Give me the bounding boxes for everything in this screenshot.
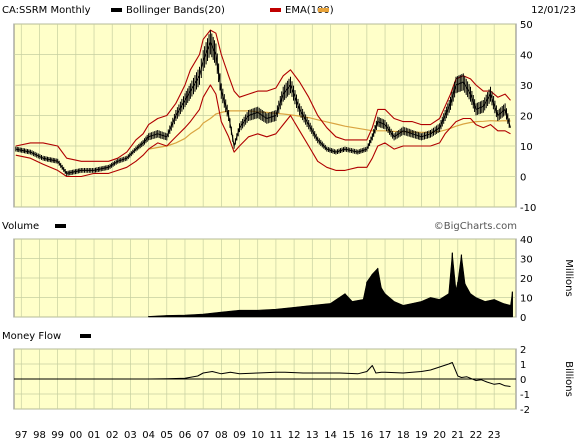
x-tick-label-23: 23	[488, 430, 501, 441]
y-tick-label-0-40: 40	[520, 51, 533, 62]
y-tick-label-2--2: -2	[520, 405, 530, 416]
x-tick-label-03: 03	[124, 430, 137, 441]
x-tick-label-08: 08	[215, 430, 228, 441]
y-tick-label-1-40: 40	[520, 235, 533, 246]
x-tick-label-14: 14	[324, 430, 337, 441]
x-tick-label-18: 18	[397, 430, 410, 441]
x-tick-label-12: 12	[288, 430, 301, 441]
y-tick-label-0-20: 20	[520, 112, 533, 123]
y-tick-label-0-30: 30	[520, 81, 533, 92]
x-tick-label-19: 19	[415, 430, 428, 441]
y-tick-label-1-0: 0	[520, 313, 526, 324]
y-tick-label-0-0: 0	[520, 173, 526, 184]
bollinger-upper-band	[15, 29, 511, 162]
legend-label-ema: EMA(100)	[285, 5, 334, 16]
x-tick-label-11: 11	[270, 430, 283, 441]
x-tick-label-99: 99	[51, 430, 64, 441]
legend-label-bollinger: Bollinger Bands(20)	[126, 5, 225, 16]
x-tick-label-98: 98	[33, 430, 46, 441]
money-flow-line	[148, 362, 511, 387]
x-tick-label-17: 17	[379, 430, 392, 441]
volume-swatch	[55, 224, 66, 228]
ticker-title: CA:SSRM Monthly	[2, 5, 91, 16]
x-tick-label-16: 16	[360, 430, 373, 441]
x-tick-label-13: 13	[306, 430, 319, 441]
y-tick-label-1-20: 20	[520, 274, 533, 285]
x-tick-label-02: 02	[106, 430, 119, 441]
money-flow-swatch	[80, 334, 91, 338]
watermark: ©BigCharts.com	[434, 221, 517, 232]
axis-layer: 97 98 99 00 01 02 03 04 05 06 07 08 09 10 11 12 13 14 15 16…	[15, 20, 536, 441]
x-tick-label-21: 21	[451, 430, 464, 441]
y-tick-label-0-50: 50	[520, 20, 533, 31]
y-tick-label-1-30: 30	[520, 255, 533, 266]
chart-date: 12/01/23	[531, 5, 576, 16]
legend-swatch-bollinger	[111, 8, 122, 12]
x-tick-label-00: 00	[69, 430, 82, 441]
x-tick-label-22: 22	[470, 430, 483, 441]
x-tick-label-97: 97	[15, 430, 28, 441]
data-layer	[15, 29, 513, 387]
y-tick-label-2-1: 1	[520, 360, 526, 371]
y-tick-label-1-10: 10	[520, 294, 533, 305]
y-tick-label-0-10: 10	[520, 142, 533, 153]
money-flow-title: Money Flow	[2, 331, 61, 342]
y-tick-label-2-0: 0	[520, 375, 526, 386]
x-tick-label-01: 01	[88, 430, 101, 441]
x-tick-label-20: 20	[433, 430, 446, 441]
price-close-line	[15, 41, 511, 174]
bollinger-lower-band	[15, 84, 511, 178]
ema-line	[148, 110, 511, 150]
volume-title: Volume	[2, 221, 39, 232]
x-tick-label-04: 04	[142, 430, 155, 441]
x-tick-label-10: 10	[251, 430, 264, 441]
money-flow-units-label: Billions	[563, 361, 574, 397]
y-tick-label-2--1: -1	[520, 390, 530, 401]
y-tick-label-0--10: -10	[520, 203, 536, 214]
legend-swatch-ema	[270, 8, 281, 12]
x-tick-label-05: 05	[160, 430, 173, 441]
x-tick-label-07: 07	[197, 430, 210, 441]
x-tick-label-06: 06	[179, 430, 192, 441]
legend-swatch-ema-line	[318, 8, 329, 12]
x-tick-label-09: 09	[233, 430, 246, 441]
x-tick-label-15: 15	[342, 430, 355, 441]
volume-units-label: Millions	[563, 259, 574, 296]
y-tick-label-2-2: 2	[520, 345, 526, 356]
